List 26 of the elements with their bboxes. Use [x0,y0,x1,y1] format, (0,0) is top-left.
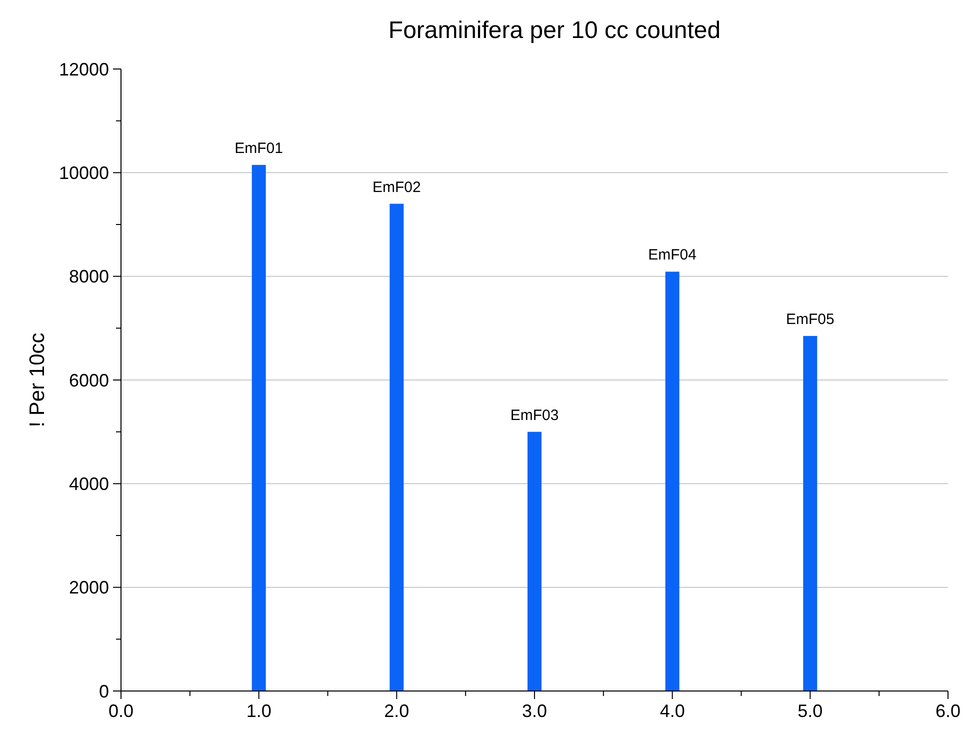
bar [390,204,404,691]
bar [252,164,266,691]
y-tick-label: 8000 [68,266,109,287]
annotation: EmF02 [372,178,421,196]
annotation: EmF05 [786,310,834,328]
x-tick-label: 5.0 [798,701,823,721]
y-tick-label: 6000 [68,370,109,390]
bar [528,432,542,691]
y-axis-title: ! Per 10cc [26,332,49,428]
annotation: EmF04 [648,246,697,264]
x-tick-label: 0.0 [108,701,134,721]
chart-title: Foraminifera per 10 cc counted [388,17,721,44]
x-tick-label: 2.0 [384,701,410,721]
y-tick-label: 4000 [68,474,109,494]
x-tick-label: 4.0 [660,701,685,721]
annotation: EmF01 [234,140,284,157]
x-tick-label: 6.0 [935,701,961,721]
y-tick-label: 0 [98,681,109,702]
y-tick-label: 2000 [68,578,109,598]
bar [665,272,680,691]
x-tick-label: 1.0 [246,701,272,721]
annotation: EmF03 [510,406,559,424]
x-tick-label: 3.0 [522,701,548,721]
bar [803,336,818,691]
y-tick-label: 10000 [58,162,109,183]
y-tick-label: 12000 [58,59,109,80]
